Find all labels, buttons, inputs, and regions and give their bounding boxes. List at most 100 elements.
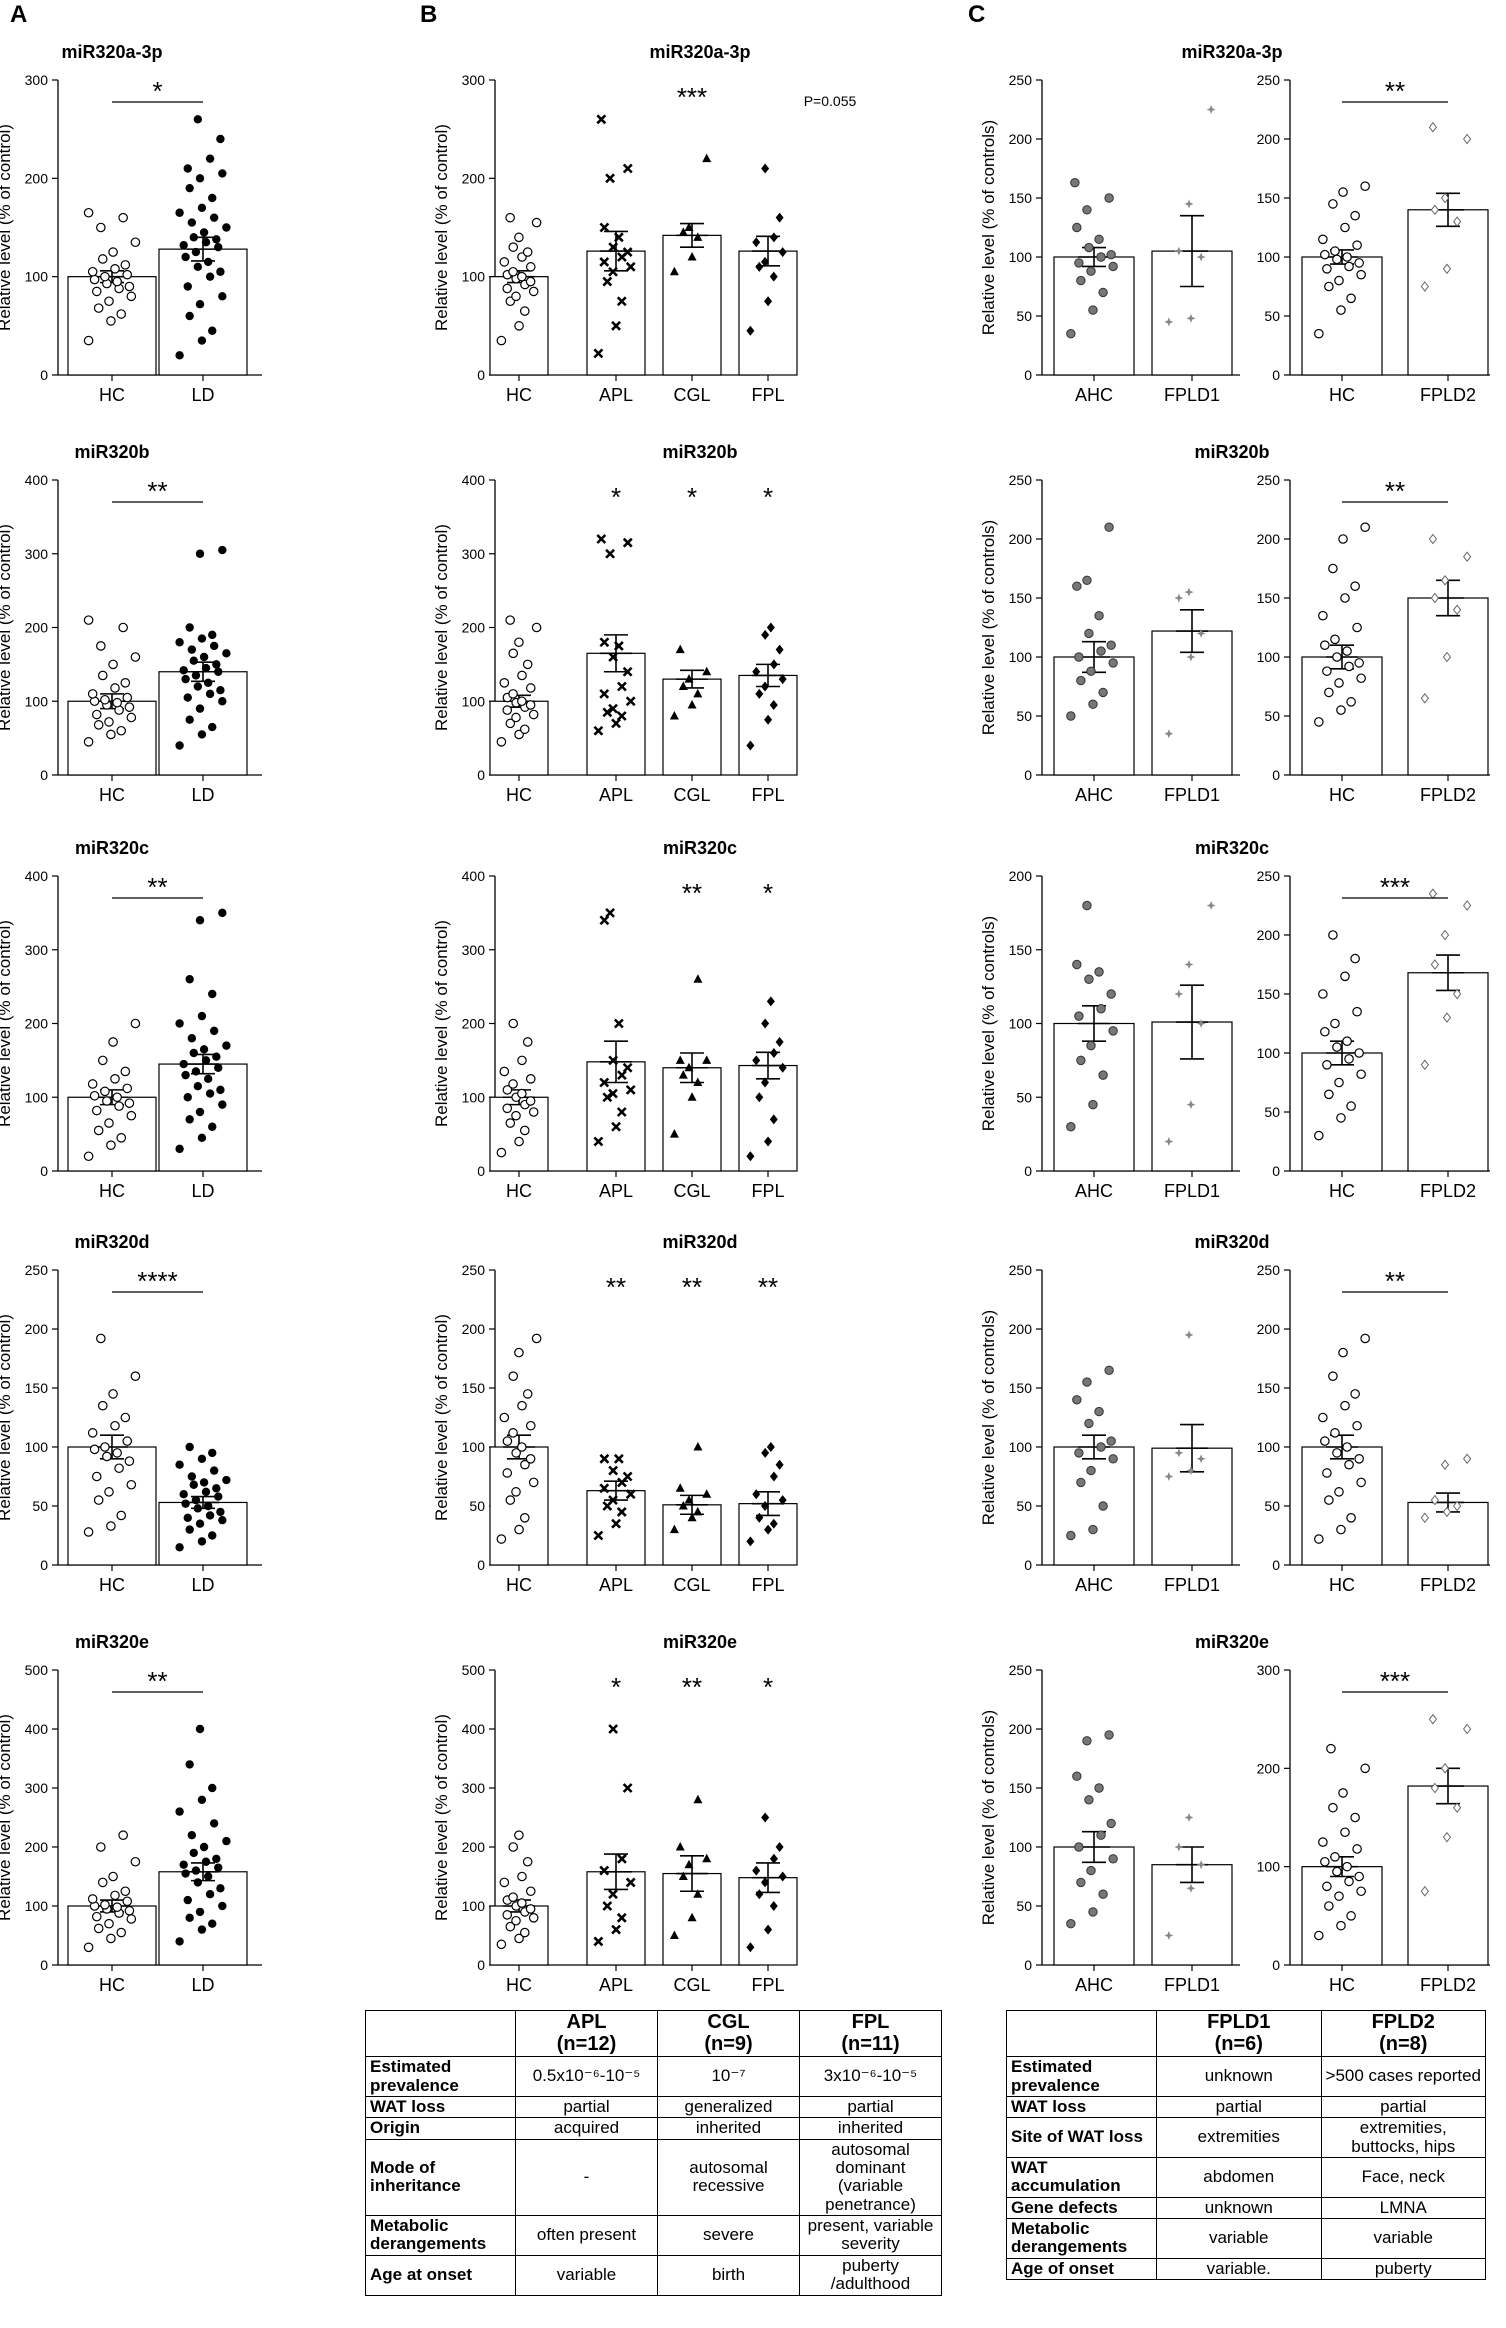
chart-B5-point-APL-8-strokes: [622, 1783, 633, 1793]
table-c-cell-6-1: variable.: [1156, 2257, 1322, 2281]
chart-C1a-point-AHC-8: [1106, 249, 1116, 260]
chart-B4-point-APL-11-strokes: [599, 1453, 610, 1464]
chart-C4a-ytick-label-3: 150: [1009, 1380, 1033, 1396]
chart-B4-point-APL-0-strokes: [593, 1530, 604, 1541]
chart-A4-point-HC-14: [87, 1428, 98, 1438]
chart-C2a-ytick-label-4: 200: [1009, 531, 1033, 547]
chart-B5-point-FPL-7: [769, 1853, 778, 1864]
chart-A1-point-LD-2: [208, 326, 217, 335]
chart-C4b-sig-label-0: **: [1385, 1266, 1405, 1296]
chart-B2-point-APL-7: [617, 681, 627, 692]
chart-C4b-point-FPLD2-2: [1452, 1500, 1462, 1512]
chart-B4-point-HC-18: [514, 1347, 524, 1358]
chart-C3b-bar-FPLD2: [1407, 972, 1489, 1172]
chart-A2-point-LD-19: [222, 649, 231, 658]
chart-C5b-ytick-label-1: 100: [1257, 1859, 1281, 1875]
chart-C2b-point-HC-19: [1360, 522, 1370, 532]
chart-B4-point-APL-1: [611, 1518, 621, 1529]
chart-B1-point-HC-16: [522, 247, 533, 257]
chart-C4a-ytick-label-1: 50: [1016, 1498, 1032, 1514]
chart-B4-point-CGL-6: [675, 1483, 685, 1492]
chart-B4-ytick-label-4: 200: [462, 1321, 486, 1337]
chart-A1-point-HC-21: [118, 212, 128, 223]
chart-B3-point-CGL-3: [678, 1070, 688, 1079]
chart-A5-bar-LD: [158, 1871, 248, 1966]
chart-A4-point-LD-8: [216, 1507, 225, 1517]
chart-C3a-point-FPLD1-2: [1196, 1019, 1206, 1028]
chart-B1-point-APL-2: [616, 296, 627, 307]
chart-B3-point-FPL-10: [766, 996, 775, 1007]
chart-A2-point-LD-18: [199, 652, 209, 662]
chart-B1-point-APL-10: [613, 232, 624, 243]
chart-B1-point-CGL-3: [678, 227, 688, 236]
table-b-cell-4-1: often present: [515, 2215, 658, 2256]
chart-B5-point-APL-5: [625, 1877, 636, 1888]
chart-B5-point-FPL-1: [764, 1924, 773, 1935]
chart-A1-point-LD-17: [189, 233, 198, 242]
chart-A2-point-LD-15: [201, 663, 211, 673]
chart-C2b-point-FPLD2-6: [1428, 533, 1438, 545]
table-b-header-cgl: CGL (n=9): [657, 2009, 800, 2058]
chart-C2b-point-HC-15: [1340, 593, 1350, 603]
chart-B3-point-FPL-1: [764, 1136, 773, 1147]
chart-B2-point-HC-18: [514, 637, 524, 648]
chart-B1-point-HC-12: [508, 266, 518, 277]
chart-B2-point-APL-9: [608, 652, 619, 662]
chart-C3a-point-AHC-12: [1082, 900, 1092, 911]
chart-A1-point-HC-5: [126, 291, 137, 302]
chart-B3-point-HC-11: [502, 1085, 513, 1095]
chart-A5-point-LD-5: [218, 1901, 227, 1911]
table-b-row-0: Estimated prevalence 0.5x10⁻⁶-10⁻⁵ 10⁻⁷ 3x1…: [365, 2056, 942, 2097]
chart-C3b-point-FPLD2-5: [1462, 900, 1472, 911]
chart-A3-point-HC-1: [106, 1140, 116, 1150]
chart-A3-point-LD-22: [175, 1019, 184, 1028]
chart-C3b-point-HC-10: [1342, 1036, 1352, 1046]
chart-C4a-point-FPLD1-0: [1164, 1472, 1174, 1481]
chart-B3-ytick-label-0: 0: [477, 1163, 485, 1179]
chart-B5-point-FPL-6: [752, 1865, 761, 1876]
chart-C2a-point-AHC-2: [1098, 687, 1108, 698]
chart-A2-point-LD-12: [191, 671, 201, 680]
chart-A2-point-LD-8: [216, 685, 225, 695]
chart-C3b-point-HC-15: [1340, 971, 1350, 982]
chart-A3-point-LD-5: [218, 1100, 227, 1109]
chart-C5b-point-HC-20: [1326, 1743, 1336, 1754]
chart-B3-point-APL-3: [602, 1092, 613, 1103]
chart-A2-point-LD-2: [208, 722, 217, 732]
table-c-cell-3-2: Face, neck: [1320, 2156, 1486, 2198]
chart-A2-point-LD-17: [189, 656, 198, 665]
chart-C2b-point-HC-4: [1334, 678, 1344, 688]
chart-B3-point-APL-3-strokes: [602, 1092, 613, 1103]
chart-B5-point-HC-17: [508, 1842, 519, 1852]
chart-A3-point-LD-14: [179, 1059, 188, 1069]
chart-C2a-point-FPLD1-3: [1174, 593, 1184, 603]
chart-C4a-ylabel: Relative level (% of controls): [979, 1310, 998, 1525]
chart-C5a-point-AHC-13: [1104, 1730, 1114, 1740]
chart-B3-ytick-label-3: 300: [462, 942, 486, 958]
chart-B1-point-APL-8: [622, 247, 633, 258]
chart-C2b-point-HC-2: [1346, 697, 1356, 707]
chart-B2-sig-label-1: *: [687, 482, 697, 512]
chart-B1-point-CGL-2: [693, 232, 703, 241]
chart-C2b-point-FPLD2-1: [1442, 651, 1452, 663]
table-b-cell-4-3: present, variable severity: [799, 2215, 942, 2256]
chart-B1-point-APL-2-strokes: [616, 296, 627, 307]
chart-A5-ytick-label-0: 0: [40, 1957, 48, 1973]
chart-B2-point-APL-5-strokes: [625, 696, 636, 707]
chart-A5-point-HC-21: [118, 1830, 128, 1840]
chart-B1-point-CGL-5: [702, 153, 712, 163]
chart-B2-ylabel: Relative level (% of control): [432, 524, 451, 731]
chart-C2a-point-AHC-13: [1104, 522, 1114, 532]
chart-B4-point-FPL-5: [778, 1495, 787, 1506]
chart-A1-point-LD-6: [183, 282, 192, 291]
chart-C2b-xlabel-FPLD2: FPLD2: [1420, 785, 1476, 805]
chart-C5a-point-AHC-2: [1098, 1889, 1108, 1899]
chart-A3-point-LD-6: [183, 1093, 192, 1102]
chart-C2b-point-FPLD2-5: [1462, 551, 1472, 563]
table-c-cell-5-2: variable: [1320, 2218, 1486, 2259]
chart-B4-point-HC-17: [508, 1371, 519, 1381]
chart-B2-point-HC-12: [508, 689, 518, 699]
chart-C4a-point-AHC-2: [1098, 1501, 1108, 1511]
chart-B2-point-HC-10: [517, 696, 527, 707]
chart-A3-point-LD-11: [181, 1070, 190, 1080]
